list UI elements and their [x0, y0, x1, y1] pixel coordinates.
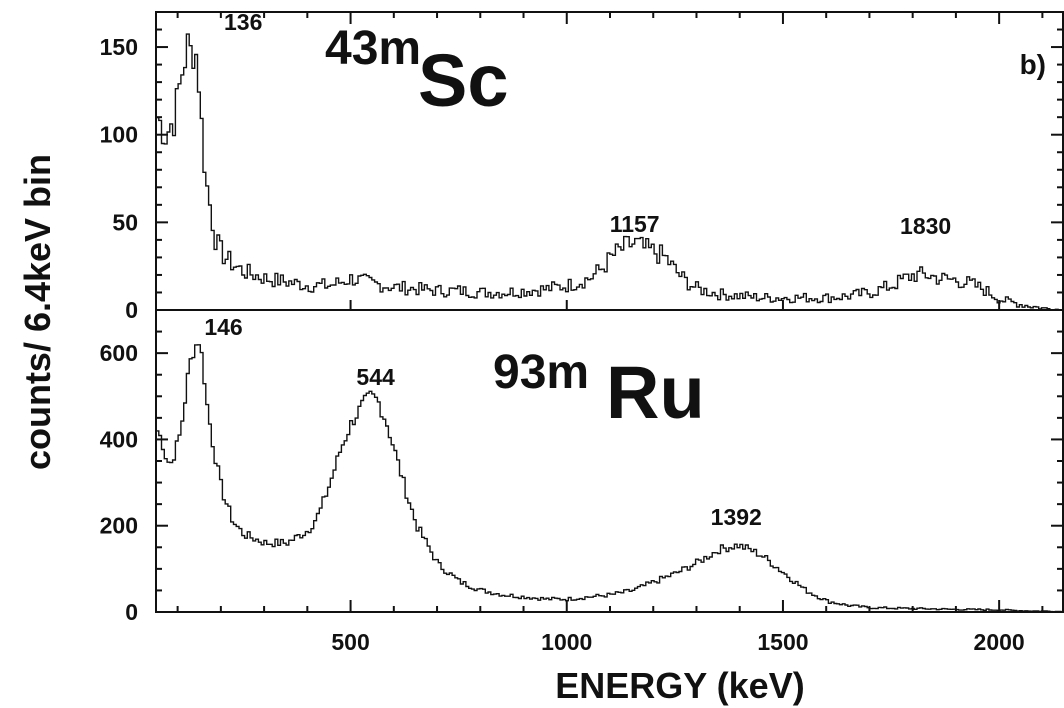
y-axis-title-group: counts/ 6.4keV bin: [17, 154, 58, 470]
bottom-peak-label: 1392: [711, 504, 762, 530]
x-tick-label: 1500: [757, 629, 808, 655]
isotope-mass-bottom: 93m: [493, 346, 589, 399]
top-y-tick-label: 100: [100, 122, 138, 148]
top-peak-label: 1830: [900, 213, 951, 239]
x-tick-label: 1000: [541, 629, 592, 655]
bottom-y-tick-label: 400: [100, 426, 138, 452]
isotope-element-bottom: Ru: [606, 351, 705, 434]
x-tick-label: 2000: [974, 629, 1025, 655]
isotope-mass-top: 43m: [325, 22, 421, 75]
top-peak-label: 136: [224, 9, 262, 35]
ticks-layer: [156, 12, 1063, 613]
top-y-tick-label: 0: [125, 297, 138, 323]
bottom-y-tick-label: 0: [125, 599, 138, 625]
isotope-element-top: Sc: [418, 39, 509, 122]
bottom-y-tick-label: 200: [100, 513, 138, 539]
y-axis-title: counts/ 6.4keV bin: [17, 154, 58, 470]
bottom-spectrum-line: [156, 344, 1064, 613]
x-axis-title: ENERGY (keV): [555, 665, 804, 706]
top-y-tick-label: 150: [100, 34, 138, 60]
top-panel-frame: [155, 11, 1064, 311]
x-tick-label: 500: [331, 629, 369, 655]
bottom-y-tick-label: 600: [100, 340, 138, 366]
isotope-label-top: 43m Sc: [325, 22, 509, 122]
top-spectrum-line: [156, 33, 1064, 311]
bottom-peak-label: 544: [356, 364, 395, 390]
top-y-tick-label: 50: [112, 209, 138, 235]
bottom-peak-label: 146: [204, 314, 242, 340]
panel-tag: b): [1020, 49, 1046, 80]
top-peak-label: 1157: [610, 211, 660, 237]
isotope-label-bottom: 93m Ru: [493, 346, 705, 434]
